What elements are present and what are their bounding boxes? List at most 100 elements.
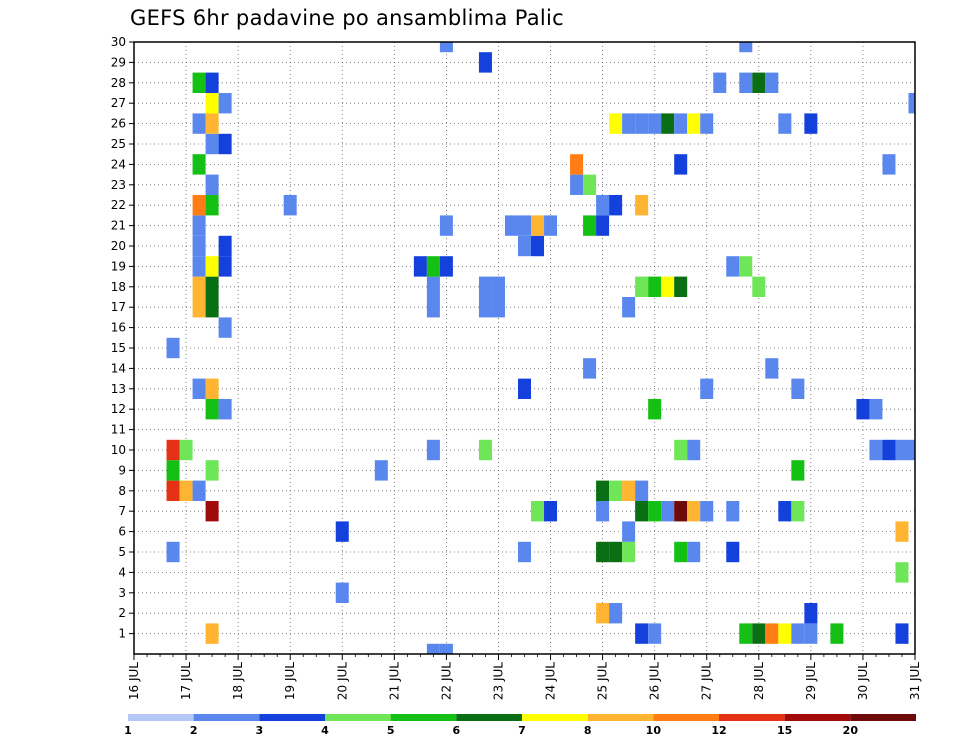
heatmap-cell bbox=[192, 276, 206, 297]
heatmap-cell bbox=[752, 276, 766, 297]
heatmap-cell bbox=[700, 501, 714, 522]
legend-label: 15 bbox=[777, 724, 792, 737]
heatmap-cell bbox=[622, 113, 636, 134]
heatmap-cell bbox=[478, 52, 492, 73]
x-tick-label: 21 JUL bbox=[387, 662, 401, 700]
heatmap-cell bbox=[218, 256, 232, 277]
heatmap-cell bbox=[478, 439, 492, 461]
heatmap-cell bbox=[622, 480, 636, 501]
y-tick-label: 2 bbox=[118, 606, 126, 620]
y-tick-label: 11 bbox=[111, 423, 126, 437]
heatmap-cell bbox=[205, 256, 219, 277]
y-tick-label: 19 bbox=[111, 259, 126, 273]
heatmap-cell bbox=[504, 215, 518, 236]
heatmap-cell bbox=[192, 113, 206, 134]
heatmap-cell bbox=[791, 501, 805, 522]
x-tick-label: 19 JUL bbox=[283, 662, 297, 700]
legend-swatch bbox=[850, 714, 916, 721]
x-tick-label: 24 JUL bbox=[544, 662, 558, 700]
x-tick-label: 31 JUL bbox=[908, 662, 922, 700]
heatmap-cell bbox=[531, 215, 545, 236]
heatmap-cell bbox=[739, 42, 753, 53]
heatmap-cell bbox=[491, 297, 505, 318]
heatmap-cell bbox=[622, 297, 636, 318]
heatmap-cell bbox=[517, 235, 532, 257]
heatmap-cell bbox=[765, 623, 779, 644]
heatmap-cell bbox=[895, 562, 909, 583]
heatmap-cell bbox=[374, 460, 388, 481]
heatmap-cell bbox=[166, 460, 180, 481]
heatmap-cell bbox=[283, 195, 297, 216]
y-tick-label: 24 bbox=[111, 157, 126, 171]
x-axis: 16 JUL 17 JUL 18 JUL 19 JUL 20 JUL 21 JUL 22 J… bbox=[127, 654, 922, 700]
heatmap-cell bbox=[609, 480, 623, 501]
heatmap-cell bbox=[791, 460, 805, 481]
heatmap-cell bbox=[752, 72, 766, 93]
heatmap-cell bbox=[635, 501, 649, 522]
heatmap-cell bbox=[544, 215, 558, 236]
heatmap-cell bbox=[192, 215, 206, 236]
heatmap-cell bbox=[205, 72, 219, 93]
heatmap-cell bbox=[166, 480, 180, 501]
heatmap-cell bbox=[687, 501, 701, 522]
y-tick-label: 20 bbox=[111, 239, 126, 253]
y-tick-label: 17 bbox=[111, 300, 126, 314]
heatmap-cell bbox=[218, 93, 232, 114]
heatmap-cell bbox=[531, 501, 545, 522]
heatmap-cell bbox=[166, 541, 180, 563]
heatmap-cell bbox=[491, 276, 505, 297]
x-tick-label: 16 JUL bbox=[127, 662, 141, 700]
legend-label: 7 bbox=[518, 724, 526, 737]
heatmap-cell bbox=[218, 235, 232, 257]
heatmap-cell bbox=[583, 215, 597, 236]
x-tick-label: 28 JUL bbox=[752, 662, 766, 700]
heatmap-cell bbox=[804, 623, 818, 644]
heatmap-cell bbox=[882, 154, 896, 175]
heatmap-cell bbox=[218, 399, 232, 420]
heatmap-cell bbox=[192, 256, 206, 277]
heatmap-cell bbox=[570, 174, 584, 195]
heatmap-cell bbox=[583, 174, 597, 195]
heatmap-cell bbox=[765, 72, 779, 93]
heatmap-cell bbox=[478, 276, 492, 297]
heatmap-cell bbox=[205, 133, 219, 155]
heatmap-cell bbox=[531, 235, 545, 257]
legend-label: 12 bbox=[711, 724, 726, 737]
heatmap-cell bbox=[609, 195, 623, 216]
heatmap-cell bbox=[192, 297, 206, 318]
x-tick-label: 26 JUL bbox=[648, 662, 662, 700]
x-tick-label: 17 JUL bbox=[179, 662, 193, 700]
heatmap-cell bbox=[426, 256, 440, 277]
heatmap-cell bbox=[570, 154, 584, 175]
heatmap-cell bbox=[869, 399, 883, 420]
heatmap-cell bbox=[648, 501, 662, 522]
legend-label: 6 bbox=[453, 724, 461, 737]
heatmap-cell bbox=[205, 623, 219, 644]
heatmap-cell bbox=[895, 521, 909, 542]
heatmap-cell bbox=[661, 276, 675, 297]
y-tick-label: 10 bbox=[111, 443, 126, 457]
x-tick-label: 23 JUL bbox=[491, 662, 505, 700]
heatmap-cell bbox=[413, 256, 427, 277]
heatmap-cell bbox=[596, 541, 610, 563]
x-tick-label: 30 JUL bbox=[856, 662, 870, 700]
heatmap-cell bbox=[205, 93, 219, 114]
heatmap-cell bbox=[609, 603, 623, 624]
heatmap-cell bbox=[739, 256, 753, 277]
y-tick-label: 29 bbox=[111, 55, 126, 69]
heatmap-cell bbox=[635, 195, 649, 216]
heatmap-cell bbox=[439, 215, 453, 236]
y-tick-label: 26 bbox=[111, 117, 126, 131]
heatmap-cell bbox=[648, 113, 662, 134]
y-tick-label: 21 bbox=[111, 219, 126, 233]
y-tick-label: 9 bbox=[118, 463, 126, 477]
x-tick-label: 27 JUL bbox=[700, 662, 714, 700]
heatmap-cell bbox=[596, 603, 610, 624]
heatmap-cell bbox=[908, 439, 915, 461]
heatmap-cell bbox=[205, 276, 219, 297]
heatmap-cell bbox=[752, 623, 766, 644]
heatmap-cell bbox=[192, 154, 206, 175]
y-tick-label: 16 bbox=[111, 321, 126, 335]
heatmap-cell bbox=[218, 317, 232, 338]
